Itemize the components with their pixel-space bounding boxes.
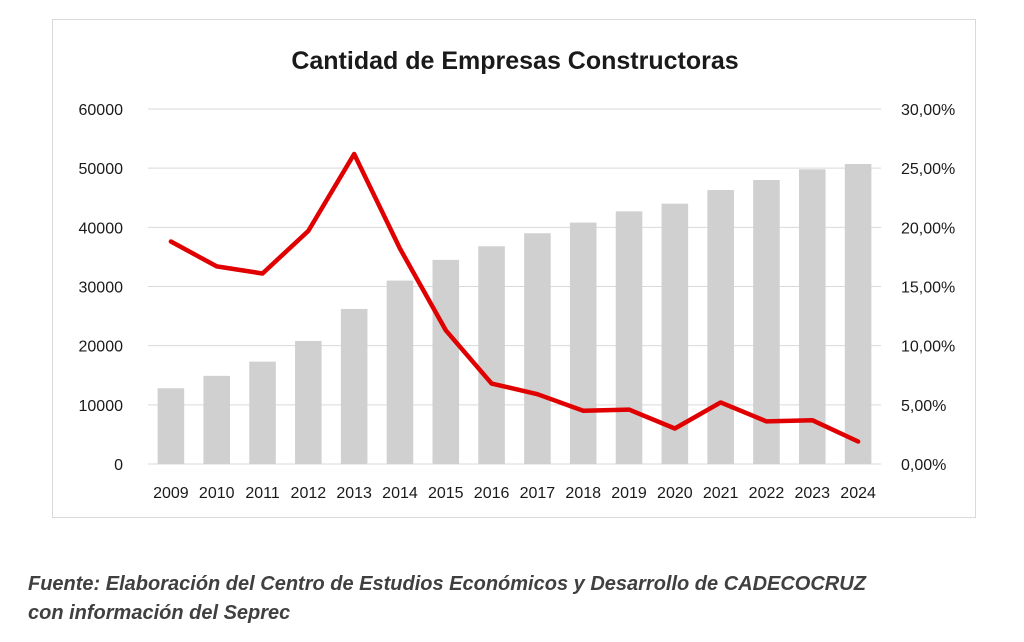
left-axis-ticks: 0 10000 20000 30000 40000 50000 60000 bbox=[79, 102, 124, 474]
bar bbox=[661, 203, 689, 464]
y-left-tick-label: 40000 bbox=[79, 220, 124, 237]
source-note-line-1: Fuente: Elaboración del Centro de Estudi… bbox=[28, 573, 866, 595]
bar bbox=[524, 233, 551, 464]
x-axis-ticks: 2009 2010 2011 2012 2013 2014 2015 2016 2017 2018… bbox=[153, 485, 876, 502]
x-tick-label: 2014 bbox=[382, 485, 418, 502]
y-right-tick-label: 5,00% bbox=[901, 398, 946, 415]
source-note: Fuente: Elaboración del Centro de Estudi… bbox=[28, 570, 1008, 628]
bar bbox=[615, 211, 643, 464]
x-tick-label: 2011 bbox=[245, 485, 280, 502]
y-left-tick-label: 30000 bbox=[79, 280, 124, 297]
bar bbox=[707, 190, 734, 464]
right-axis-ticks: 0,00% 5,00% 10,00% 15,00% 20,00% 25,00% 30,00% bbox=[901, 102, 955, 474]
y-left-tick-label: 10000 bbox=[79, 398, 124, 415]
y-right-tick-label: 10,00% bbox=[901, 339, 955, 356]
bar bbox=[203, 375, 231, 464]
x-tick-label: 2022 bbox=[749, 485, 785, 502]
y-left-tick-label: 60000 bbox=[79, 102, 124, 119]
bar bbox=[249, 361, 276, 464]
chart-title: Cantidad de Empresas Constructoras bbox=[291, 47, 738, 75]
bar bbox=[844, 164, 872, 464]
bar bbox=[157, 388, 185, 464]
bar bbox=[569, 222, 597, 464]
bar bbox=[295, 340, 322, 464]
bar bbox=[432, 259, 460, 464]
x-tick-label: 2017 bbox=[520, 485, 556, 502]
line-series bbox=[168, 151, 861, 444]
bar bbox=[798, 169, 826, 464]
x-tick-label: 2018 bbox=[565, 485, 601, 502]
x-tick-label: 2016 bbox=[474, 485, 510, 502]
bar bbox=[340, 308, 368, 464]
y-left-tick-label: 20000 bbox=[79, 339, 124, 356]
bar bbox=[386, 280, 414, 464]
x-tick-label: 2024 bbox=[840, 485, 876, 502]
x-tick-label: 2013 bbox=[336, 485, 372, 502]
line-path bbox=[168, 151, 861, 444]
y-left-tick-label: 50000 bbox=[79, 161, 124, 178]
source-note-line-2: con información del Seprec bbox=[28, 602, 291, 624]
x-tick-label: 2023 bbox=[794, 485, 830, 502]
x-tick-label: 2012 bbox=[291, 485, 327, 502]
y-right-tick-label: 25,00% bbox=[901, 161, 955, 178]
bar bbox=[478, 246, 505, 464]
x-tick-label: 2015 bbox=[428, 485, 464, 502]
x-tick-label: 2010 bbox=[199, 485, 235, 502]
x-tick-label: 2021 bbox=[703, 485, 739, 502]
y-right-tick-label: 30,00% bbox=[901, 102, 955, 119]
y-right-tick-label: 20,00% bbox=[901, 220, 955, 237]
x-tick-label: 2020 bbox=[657, 485, 693, 502]
x-tick-label: 2009 bbox=[153, 485, 189, 502]
y-left-tick-label: 0 bbox=[114, 457, 123, 474]
chart-frame: Cantidad de Empresas Constructoras 0 1000… bbox=[52, 19, 976, 518]
y-right-tick-label: 0,00% bbox=[901, 457, 946, 474]
chart-svg: Cantidad de Empresas Constructoras 0 1000… bbox=[79, 47, 956, 502]
x-tick-label: 2019 bbox=[611, 485, 647, 502]
y-right-tick-label: 15,00% bbox=[901, 280, 955, 297]
